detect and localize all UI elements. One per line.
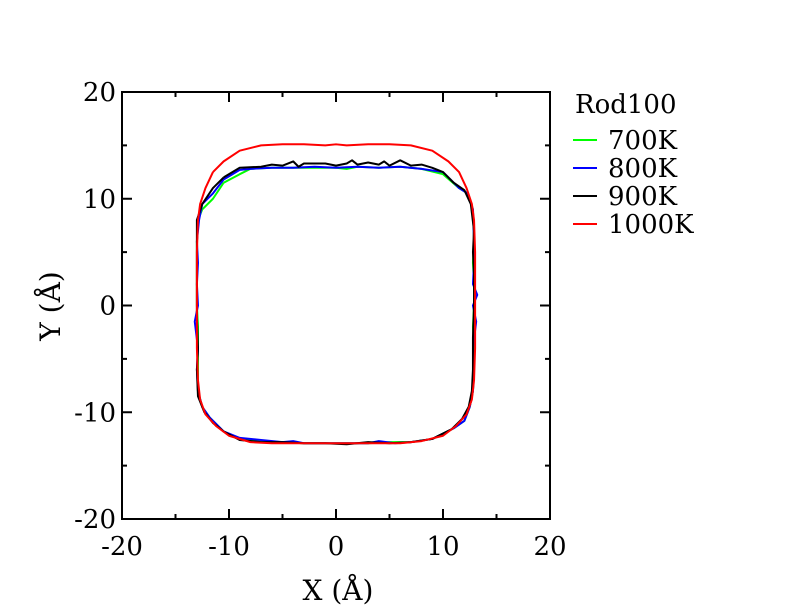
series-line-900K	[195, 159, 476, 446]
x-tick-label: -20	[101, 532, 143, 562]
tick-labels-group: -20 -10 0 10 20 -20 -10 0 10 20	[74, 78, 566, 562]
legend-label-800K: 800K	[608, 154, 678, 184]
y-tick-label: -10	[74, 398, 116, 428]
x-axis-label: X (Å)	[303, 574, 374, 607]
ticks-group	[121, 91, 551, 520]
series-line-1000K	[195, 143, 477, 445]
legend-label-700K: 700K	[608, 126, 678, 156]
series-line-700K	[195, 165, 476, 445]
y-tick-label: 0	[99, 292, 116, 322]
series-layer	[193, 143, 479, 446]
y-tick-label: 10	[83, 185, 116, 215]
x-tick-label: 20	[533, 532, 566, 562]
legend-label-1000K: 1000K	[608, 210, 694, 240]
y-tick-label: -20	[74, 505, 116, 535]
y-tick-label: 20	[83, 78, 116, 108]
x-tick-label: 10	[426, 532, 459, 562]
y-axis-label: Y (Å)	[34, 271, 67, 341]
legend-label-900K: 900K	[608, 182, 678, 212]
plot-frame	[121, 91, 551, 520]
x-tick-label: -10	[208, 532, 250, 562]
x-tick-label: 0	[328, 532, 345, 562]
legend-title: Rod100	[575, 90, 677, 120]
series-line-800K	[193, 165, 479, 445]
